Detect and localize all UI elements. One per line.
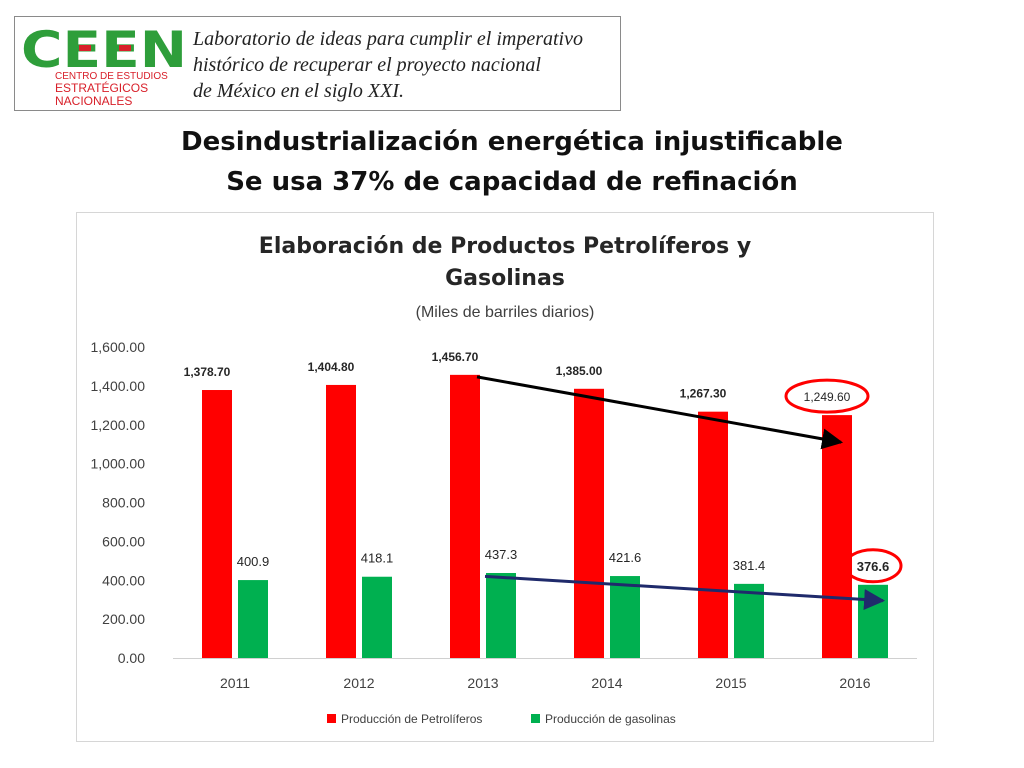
bar-petroliferos-2011 (202, 390, 232, 658)
chart-title-line-2: Gasolinas (445, 266, 565, 291)
legend-swatch-gasolinas (531, 714, 540, 723)
chart-panel: Elaboración de Productos Petrolíferos y G… (76, 212, 934, 742)
x-tick-label: 2015 (715, 675, 746, 691)
data-label-gasolinas-2013: 437.3 (485, 547, 518, 562)
data-label-petroliferos-2015: 1,267.30 (680, 387, 727, 401)
slide-title-line-1: Desindustrialización energética injustif… (181, 127, 843, 157)
legend-swatch-petroliferos (327, 714, 336, 723)
data-label-petroliferos-2011: 1,378.70 (184, 365, 231, 379)
tagline: Laboratorio de ideas para cumplir el imp… (193, 26, 618, 104)
y-tick-label: 1,400.00 (91, 378, 146, 394)
legend-label-petroliferos: Producción de Petrolíferos (341, 712, 482, 726)
y-tick-label: 1,200.00 (91, 417, 146, 433)
slide-title: Desindustrialización energética injustif… (0, 122, 1024, 202)
x-tick-label: 2012 (343, 675, 374, 691)
bar-petroliferos-2013 (450, 374, 480, 658)
highlight-circle-gasolinas-2016 (843, 548, 903, 584)
bar-gasolinas-2013 (486, 572, 516, 658)
trend-arrow-petroliferos (476, 375, 844, 450)
trend-arrow-gasolinas (484, 574, 886, 610)
logo-red-bar-1 (79, 45, 91, 51)
x-tick-label: 2013 (467, 675, 498, 691)
header-box: CEEN CENTRO DE ESTUDIOS ESTRATÉGICOS NAC… (14, 16, 621, 111)
bar-petroliferos-2012 (326, 384, 356, 658)
logo-line-2: ESTRATÉGICOS (55, 80, 148, 95)
data-label-gasolinas-2012: 418.1 (361, 551, 394, 566)
legend-label-gasolinas: Producción de gasolinas (545, 712, 676, 726)
x-tick-label: 2011 (220, 675, 250, 691)
tagline-line-3: de México en el siglo XXI. (193, 80, 405, 102)
logo-wordmark: CEEN (21, 21, 187, 79)
y-tick-label: 1,000.00 (91, 456, 146, 472)
bar-petroliferos-2016 (822, 415, 852, 658)
x-tick-label: 2016 (839, 675, 870, 691)
data-label-gasolinas-2014: 421.6 (609, 550, 642, 565)
data-label-gasolinas-2016: 376.6 (857, 559, 890, 574)
data-label-gasolinas-2011: 400.9 (237, 554, 270, 569)
bar-gasolinas-2015 (734, 583, 764, 658)
highlight-circle-petroliferos-2016 (784, 378, 870, 414)
logo-line-3: NACIONALES (55, 94, 132, 107)
bar-gasolinas-2011 (238, 580, 268, 658)
data-label-petroliferos-2016: 1,249.60 (804, 390, 851, 404)
chart-subtitle: (Miles de barriles diarios) (416, 304, 595, 321)
data-label-petroliferos-2014: 1,385.00 (556, 364, 603, 378)
tagline-line-1: Laboratorio de ideas para cumplir el imp… (193, 28, 583, 50)
y-tick-label: 0.00 (118, 650, 145, 666)
logo-line-1: CENTRO DE ESTUDIOS (55, 71, 168, 82)
bar-chart: Elaboración de Productos Petrolíferos y G… (91, 234, 917, 726)
chart-title-line-1: Elaboración de Productos Petrolíferos y (259, 234, 751, 259)
ceen-logo: CEEN CENTRO DE ESTUDIOS ESTRATÉGICOS NAC… (21, 21, 187, 107)
data-label-gasolinas-2015: 381.4 (733, 558, 766, 573)
data-label-petroliferos-2013: 1,456.70 (432, 350, 479, 364)
bar-gasolinas-2016 (858, 584, 888, 658)
y-tick-label: 800.00 (102, 495, 145, 511)
y-tick-label: 600.00 (102, 533, 145, 549)
bar-gasolinas-2012 (362, 576, 392, 658)
y-tick-label: 400.00 (102, 572, 145, 588)
data-label-petroliferos-2012: 1,404.80 (308, 360, 355, 374)
bar-petroliferos-2015 (698, 411, 728, 658)
bar-gasolinas-2014 (610, 576, 640, 658)
tagline-line-2: histórico de recuperar el proyecto nacio… (193, 54, 541, 76)
logo-red-bar-2 (119, 45, 131, 51)
y-tick-label: 1,600.00 (91, 339, 146, 355)
x-tick-label: 2014 (591, 675, 622, 691)
bar-petroliferos-2014 (574, 388, 604, 658)
slide-title-line-2: Se usa 37% de capacidad de refinación (226, 167, 798, 197)
y-tick-label: 200.00 (102, 611, 145, 627)
